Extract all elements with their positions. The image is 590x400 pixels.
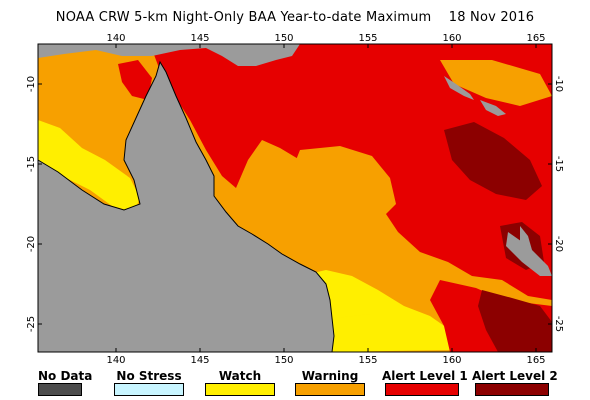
new-caledonia — [506, 232, 552, 276]
lon-bottom-label: 155 — [358, 355, 377, 366]
lon-bottom-label: 145 — [190, 355, 209, 366]
tick-marks — [38, 44, 552, 352]
legend-label-watch: Watch — [218, 369, 262, 383]
legend-label-no-stress: No Stress — [116, 369, 182, 383]
legend-label-alert-2: Alert Level 2 — [472, 369, 558, 383]
solomon-islands-2 — [480, 100, 506, 116]
lat-right-label: -15 — [553, 156, 564, 172]
legend-label-alert-1: Alert Level 1 — [382, 369, 468, 383]
legend-label-warning: Warning — [301, 369, 359, 383]
lat-right-label: -25 — [553, 316, 564, 332]
coastline — [37, 60, 335, 353]
warning-zone-central — [288, 146, 396, 230]
lon-bottom-label: 150 — [274, 355, 293, 366]
lon-bottom-label: 165 — [526, 355, 545, 366]
title-date: 18 Nov 2016 — [448, 10, 535, 25]
alert2-zone-southeast — [478, 290, 552, 352]
legend-swatch-alert-2 — [475, 383, 549, 396]
lon-top-label: 150 — [274, 33, 293, 44]
lon-top-label: 140 — [106, 33, 125, 44]
australia-landmass — [38, 62, 334, 352]
legend-swatch-warning — [295, 383, 365, 396]
lon-top-label: 160 — [442, 33, 461, 44]
alert1-zone-gulf — [118, 60, 152, 100]
lon-top-label: 155 — [358, 33, 377, 44]
lon-top-label: 145 — [190, 33, 209, 44]
lat-right-label: -20 — [553, 236, 564, 252]
map-title: NOAA CRW 5-km Night-Only BAA Year-to-dat… — [0, 10, 590, 25]
title-text: NOAA CRW 5-km Night-Only BAA Year-to-dat… — [55, 10, 432, 25]
lon-top-label: 165 — [526, 33, 545, 44]
new-guinea-landmass — [38, 44, 300, 66]
legend-swatch-watch — [205, 383, 275, 396]
legend-swatch-no-stress — [114, 383, 184, 396]
alert2-zone-east — [444, 122, 542, 200]
legend-label-no-data: No Data — [38, 369, 93, 383]
map-border — [37, 43, 553, 353]
watch-zone-southeast — [336, 314, 440, 350]
lat-left-label: -10 — [26, 76, 37, 92]
lat-right-label: -10 — [553, 76, 564, 92]
legend-swatch-no-data — [38, 383, 82, 396]
watch-zone-gulf-south — [62, 150, 118, 194]
solomon-islands — [444, 76, 474, 100]
lat-left-label: -15 — [26, 156, 37, 172]
lon-bottom-label: 140 — [106, 355, 125, 366]
lat-left-label: -20 — [26, 236, 37, 252]
lat-left-label: -25 — [26, 316, 37, 332]
warning-zone-east — [440, 60, 552, 106]
legend-swatch-alert-1 — [385, 383, 459, 396]
lon-bottom-label: 160 — [442, 355, 461, 366]
